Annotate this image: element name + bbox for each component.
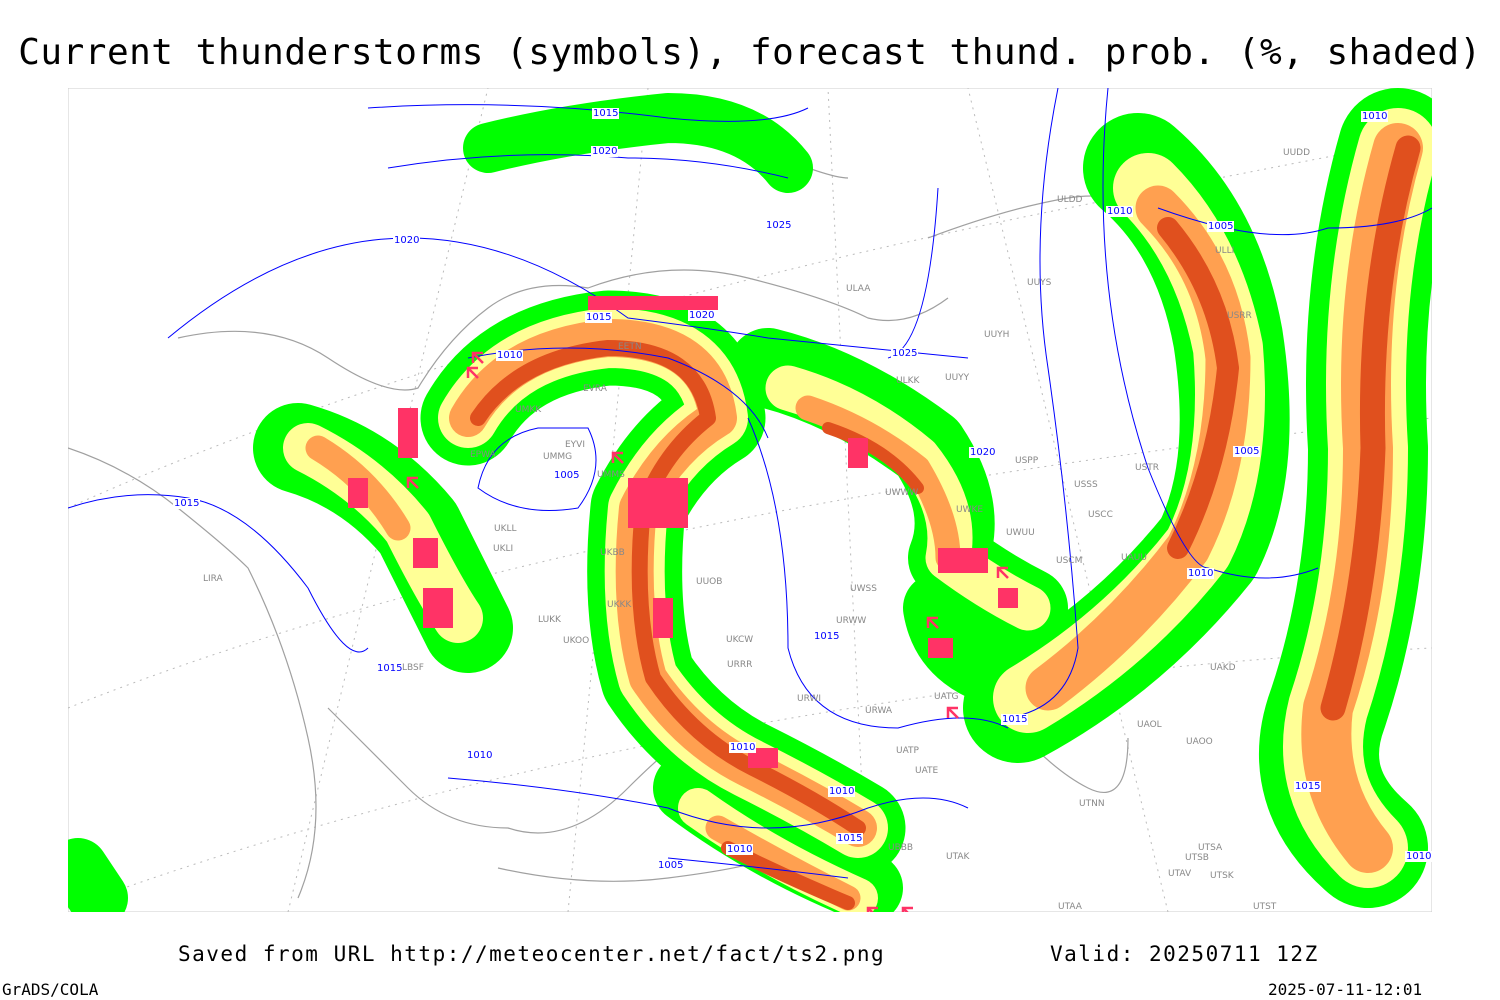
station-label: URWI xyxy=(797,694,822,704)
thunderstorm-symbols xyxy=(406,351,1009,912)
station-label: LUKK xyxy=(538,615,561,625)
isobar-label: 1010 xyxy=(496,350,524,361)
station-label: UWUU xyxy=(1006,528,1035,538)
isobar-label: 1005 xyxy=(1207,221,1235,232)
isobar-label: 1010 xyxy=(1106,206,1134,217)
isobar-label: 1015 xyxy=(836,833,864,844)
isobar-label: 1020 xyxy=(969,447,997,458)
station-label: UATG xyxy=(934,692,959,702)
thunderstorm-clusters xyxy=(348,296,1018,768)
station-label: UUDD xyxy=(1283,148,1311,158)
station-label: UUYH xyxy=(984,330,1010,340)
station-label: ULKK xyxy=(896,376,920,386)
station-label: UKLI xyxy=(493,544,514,554)
source-url-text: Saved from URL http://meteocenter.net/fa… xyxy=(178,942,886,966)
isobar-label: 1015 xyxy=(813,631,841,642)
station-label: UTSA xyxy=(1198,843,1223,853)
isobar-label: 1020 xyxy=(393,235,421,246)
isobar-label: 1020 xyxy=(591,146,619,157)
station-label: UAOL xyxy=(1137,720,1162,730)
software-credit: GrADS/COLA xyxy=(2,980,99,999)
station-label: EVRA xyxy=(583,384,607,394)
station-label: EETN xyxy=(618,342,642,352)
station-label: UATE xyxy=(915,766,939,776)
isobar-label: 1025 xyxy=(891,348,919,359)
isobar-label: 1010 xyxy=(1187,568,1215,579)
station-label: UKCW xyxy=(726,635,754,645)
isobar-label: 1015 xyxy=(1001,714,1029,725)
station-label: UTAV xyxy=(1168,869,1192,879)
isobar-label: 1010 xyxy=(1361,111,1389,122)
station-label: UWSS xyxy=(850,584,877,594)
station-label: URWA xyxy=(865,706,893,716)
isobar-label: 1010 xyxy=(828,786,856,797)
isobar-label: 1015 xyxy=(592,108,620,119)
valid-time-text: Valid: 20250711 12Z xyxy=(1050,942,1319,966)
station-label: UMMG xyxy=(543,452,573,462)
isobar-label: 1020 xyxy=(688,310,716,321)
station-label: EYVI xyxy=(565,440,585,450)
station-label: UMKK xyxy=(515,405,542,415)
station-label: UTSB xyxy=(1185,853,1209,863)
station-label: UKOO xyxy=(563,636,590,646)
station-label: UTST xyxy=(1253,902,1277,912)
station-label: UTNN xyxy=(1079,799,1105,809)
station-label: UATP xyxy=(896,746,919,756)
station-label: UAUU xyxy=(1121,553,1147,563)
isobar-label: 1010 xyxy=(1405,851,1433,862)
station-label: UTAK xyxy=(946,852,970,862)
station-label: UTSK xyxy=(1210,871,1234,881)
station-label: UKBB xyxy=(600,548,625,558)
isobar-label: 1015 xyxy=(585,312,613,323)
station-label: UKKK xyxy=(607,600,632,610)
station-label: USTR xyxy=(1135,463,1160,473)
isobar-label: 1015 xyxy=(376,663,404,674)
station-label: USCM xyxy=(1056,556,1083,566)
station-label: USRR xyxy=(1227,311,1252,321)
station-label: UTAA xyxy=(1058,902,1082,912)
isobar-label: 1025 xyxy=(765,220,793,231)
station-label: USSS xyxy=(1074,480,1098,490)
station-label: ULAA xyxy=(846,284,871,294)
isobar-label: 1005 xyxy=(657,860,685,871)
isobar-label: 1015 xyxy=(1294,781,1322,792)
station-label: LIRA xyxy=(203,574,223,584)
station-label: EPWA xyxy=(470,450,496,460)
isobar-label: 1010 xyxy=(726,844,754,855)
station-label: USCC xyxy=(1088,510,1113,520)
station-label: UAOO xyxy=(1186,737,1213,747)
station-label: UAKD xyxy=(1210,663,1236,673)
station-label: UUOB xyxy=(696,577,723,587)
station-label: UBBB xyxy=(888,843,914,853)
station-label: UWKE xyxy=(956,505,984,515)
station-label: LBSF xyxy=(402,663,424,673)
isobar-label: 1015 xyxy=(173,498,201,509)
thunderstorm-probability-map xyxy=(68,88,1432,912)
isobar-label: 1005 xyxy=(553,470,581,481)
station-label: USPP xyxy=(1015,456,1039,466)
isobar-label: 1010 xyxy=(466,750,494,761)
station-label: ULDD xyxy=(1057,195,1083,205)
station-label: URRR xyxy=(727,660,753,670)
station-label: UUYS xyxy=(1027,278,1052,288)
generation-timestamp: 2025-07-11-12:01 xyxy=(1268,980,1423,999)
station-label: UUYY xyxy=(945,373,970,383)
station-label: UKLL xyxy=(494,524,517,534)
station-label: UWWW xyxy=(885,488,919,498)
isobar-label: 1005 xyxy=(1233,446,1261,457)
map-title: Current thunderstorms (symbols), forecas… xyxy=(18,32,1482,73)
station-label: ULLI xyxy=(1215,246,1235,256)
isobar-label: 1010 xyxy=(729,742,757,753)
station-label: UMMS xyxy=(597,470,625,480)
station-label: URWW xyxy=(836,616,867,626)
